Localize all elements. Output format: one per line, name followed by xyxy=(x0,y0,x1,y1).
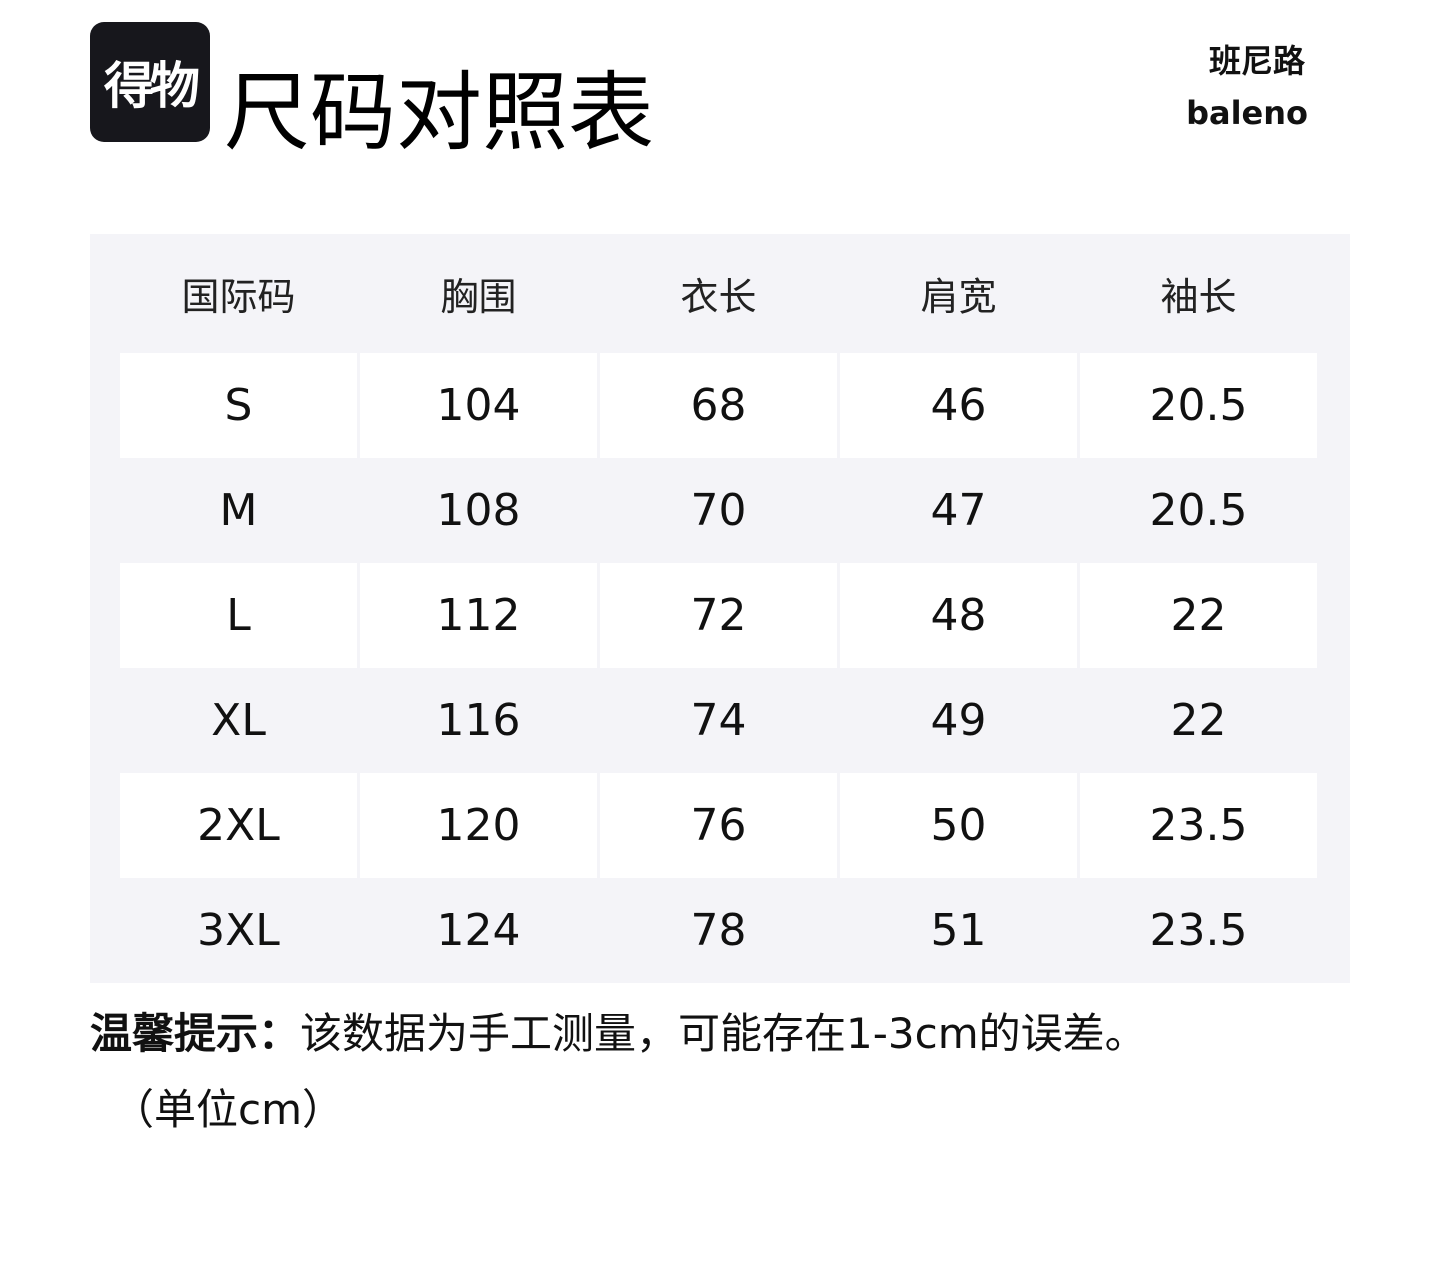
table-cell: 116 xyxy=(436,695,521,746)
table-cell: 76 xyxy=(600,773,837,878)
brand-name-chinese: 班尼路 xyxy=(1208,42,1305,80)
table-cell: L xyxy=(120,563,357,668)
table-cell: 104 xyxy=(360,353,597,458)
table-cell: XL xyxy=(211,695,266,746)
table-cell: 22 xyxy=(1170,695,1227,746)
table-cell: 50 xyxy=(840,773,1077,878)
table-cell: 124 xyxy=(436,905,521,956)
table-cell: 22 xyxy=(1080,563,1317,668)
brand-logo: 得物 xyxy=(90,22,210,142)
column-header: 胸围 xyxy=(440,275,517,319)
table-cell: 112 xyxy=(360,563,597,668)
table-cell: 20.5 xyxy=(1149,485,1248,536)
column-header: 肩宽 xyxy=(920,275,997,319)
table-cell: S xyxy=(120,353,357,458)
unit-note: （单位cm） xyxy=(112,1085,345,1134)
table-cell: 70 xyxy=(690,485,747,536)
size-table: 国际码 胸围 衣长 肩宽 袖长 S 104 68 46 20.5 M 108 70 47 20.5 L 112 7… xyxy=(90,234,1350,983)
table-cell: 23.5 xyxy=(1080,773,1317,878)
note-label: 温馨提示： xyxy=(90,1009,301,1058)
table-cell: 23.5 xyxy=(1149,905,1248,956)
table-cell: 20.5 xyxy=(1080,353,1317,458)
table-cell: M xyxy=(219,485,258,536)
table-cell: 48 xyxy=(840,563,1077,668)
note: 温馨提示：该数据为手工测量，可能存在1-3cm的误差。 xyxy=(90,1004,1147,1064)
table-cell: 47 xyxy=(930,485,987,536)
table-cell: 46 xyxy=(840,353,1077,458)
column-header: 国际码 xyxy=(181,275,296,319)
brand-name-english: baleno xyxy=(1186,94,1308,132)
table-cell: 74 xyxy=(690,695,747,746)
page-title: 尺码对照表 xyxy=(224,63,654,163)
table-cell: 68 xyxy=(600,353,837,458)
table-cell: 51 xyxy=(930,905,987,956)
table-cell: 3XL xyxy=(197,905,280,956)
note-text: 该数据为手工测量，可能存在1-3cm的误差。 xyxy=(300,1009,1147,1058)
table-cell: 108 xyxy=(436,485,521,536)
table-cell: 78 xyxy=(690,905,747,956)
table-cell: 120 xyxy=(360,773,597,878)
table-cell: 72 xyxy=(600,563,837,668)
table-cell: 2XL xyxy=(120,773,357,878)
table-cell: 49 xyxy=(930,695,987,746)
column-header: 衣长 xyxy=(680,275,757,319)
column-header: 袖长 xyxy=(1160,275,1237,319)
